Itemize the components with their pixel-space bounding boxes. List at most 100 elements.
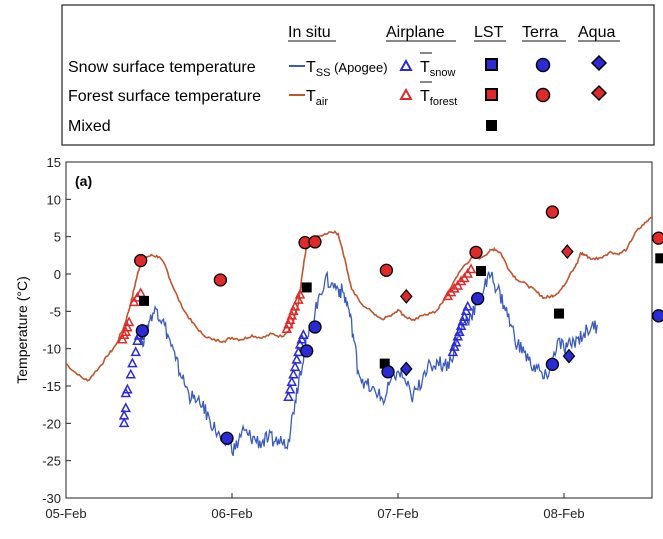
y-tick-label: 15 [47, 155, 61, 170]
terra-snow-circle [471, 291, 485, 306]
legend-col-lst: LST [474, 24, 504, 41]
legend-snow-insitu-sub: SS [316, 67, 331, 79]
legend-snow-insitu-suffix: (Apogee) [330, 60, 387, 75]
series-line-t-ss [138, 270, 598, 457]
airplane-forest-triangle [455, 275, 467, 286]
aqua-forest-diamond [561, 244, 574, 260]
airplane-snow-triangle [130, 346, 141, 357]
lst-mixed-square [301, 282, 312, 293]
airplane-snow-triangle [291, 353, 302, 364]
plot-frame [65, 161, 653, 499]
lst-mixed-square [379, 358, 390, 369]
terra-forest-circle [651, 231, 663, 245]
lst-mixed-square [476, 266, 486, 277]
legend-forest-airplane-symbol: Tforest [420, 88, 457, 108]
airplane-snow-triangle [462, 300, 473, 311]
legend-snow-lst-square-icon [485, 58, 498, 71]
airplane-snow-triangle [286, 376, 298, 387]
legend-forest-terra-circle-icon [535, 87, 551, 103]
y-axis: 15 10 5 0 -5 -10 -15 -20 -25 -30 [42, 155, 71, 506]
legend: In situ Airplane LST Terra Aqua Snow sur… [61, 4, 655, 146]
legend-mixed-lst-square-icon [486, 120, 497, 131]
airplane-snow-triangle [298, 329, 309, 339]
lst-mixed-square [139, 295, 150, 306]
legend-snow-insitu-symbol: TSS (Apogee) [306, 59, 388, 79]
legend-snow-terra-circle-icon [535, 57, 551, 73]
airplane-forest-triangle [122, 321, 133, 332]
legend-frame [61, 4, 655, 146]
legend-forest-lst-square-icon [485, 88, 498, 101]
x-axis: 05-Feb 06-Feb 07-Feb 08-Feb [45, 493, 585, 521]
legend-forest-airplane-sub: forest [430, 96, 458, 108]
legend-forest-airplane-base: T [420, 88, 430, 105]
airplane-snow-triangle [125, 368, 136, 379]
legend-col-airplane: Airplane [386, 24, 445, 41]
panel-label: (a) [75, 173, 92, 189]
terra-forest-circle [379, 263, 394, 277]
y-tick-label: -30 [42, 491, 61, 506]
airplane-snow-triangle [284, 383, 296, 394]
terra-forest-circle [308, 235, 322, 249]
y-tick-label: -5 [49, 304, 61, 319]
y-tick-label: 0 [54, 267, 61, 282]
airplane-forest-triangle [123, 316, 135, 327]
terra-snow-circle [651, 309, 663, 323]
x-tick-label: 08-Feb [543, 506, 584, 521]
airplane-snow-triangle [132, 335, 143, 345]
terra-forest-circle [469, 245, 483, 259]
airplane-snow-triangle [294, 338, 306, 349]
airplane-snow-triangle [454, 326, 465, 336]
airplane-forest-triangle [465, 263, 477, 274]
airplane-snow-triangle [459, 311, 470, 322]
airplane-forest-triangle [449, 282, 460, 293]
aqua-snow-diamond [400, 361, 413, 377]
terra-forest-circle [213, 273, 228, 287]
legend-snow-airplane-symbol: Tsnow [420, 59, 456, 79]
legend-forest-aqua-diamond-icon [590, 84, 608, 102]
terra-snow-circle [545, 357, 560, 371]
legend-snow-airplane-sub: snow [430, 67, 456, 79]
terra-forest-circle [134, 253, 148, 268]
legend-snow-airplane-triangle-icon [399, 58, 413, 71]
y-tick-label: -25 [42, 454, 61, 469]
aqua-forest-diamond [400, 288, 413, 304]
airplane-forest-triangle [293, 294, 304, 304]
x-tick-label: 06-Feb [211, 506, 252, 521]
terra-snow-circle [300, 344, 314, 358]
y-tick-label: -15 [42, 379, 61, 394]
legend-forest-airplane-triangle-icon [399, 87, 413, 100]
airplane-snow-triangle [289, 361, 301, 372]
legend-forest-insitu-symbol: Tair [306, 88, 328, 108]
airplane-snow-triangle [122, 383, 133, 394]
legend-row-forest-label: Forest surface temperature [68, 88, 261, 105]
legend-col-in-situ: In situ [288, 24, 331, 41]
aqua-snow-diamond [562, 348, 576, 364]
series-layer [66, 216, 652, 457]
terra-snow-circle [381, 365, 395, 379]
marker-layer [117, 205, 663, 445]
airplane-forest-triangle [294, 288, 306, 299]
y-tick-label: 5 [54, 230, 61, 245]
terra-forest-circle [545, 205, 560, 219]
airplane-snow-triangle [118, 417, 130, 428]
terra-snow-circle [135, 324, 150, 338]
y-tick-label: -10 [42, 342, 61, 357]
legend-snow-aqua-diamond-icon [590, 54, 608, 72]
legend-col-aqua: Aqua [578, 24, 615, 41]
legend-row-mixed-label: Mixed [68, 118, 111, 135]
airplane-snow-triangle [120, 402, 132, 413]
airplane-snow-triangle [450, 336, 462, 347]
y-tick-label: -20 [42, 416, 61, 431]
legend-row-snow-label: Snow surface temperature [68, 59, 256, 76]
y-tick-label: 10 [47, 192, 61, 207]
airplane-snow-triangle [288, 368, 299, 379]
x-tick-label: 07-Feb [377, 506, 418, 521]
plot: (a) Temperature (°C) 15 10 5 0 -5 -10 -15 -20 -2… [14, 155, 663, 521]
airplane-snow-triangle [118, 409, 130, 420]
lst-mixed-square [655, 253, 663, 264]
airplane-snow-triangle [283, 391, 294, 401]
legend-forest-insitu-base: T [306, 88, 316, 105]
legend-snow-airplane-base: T [420, 59, 430, 76]
lst-mixed-square [554, 308, 565, 319]
